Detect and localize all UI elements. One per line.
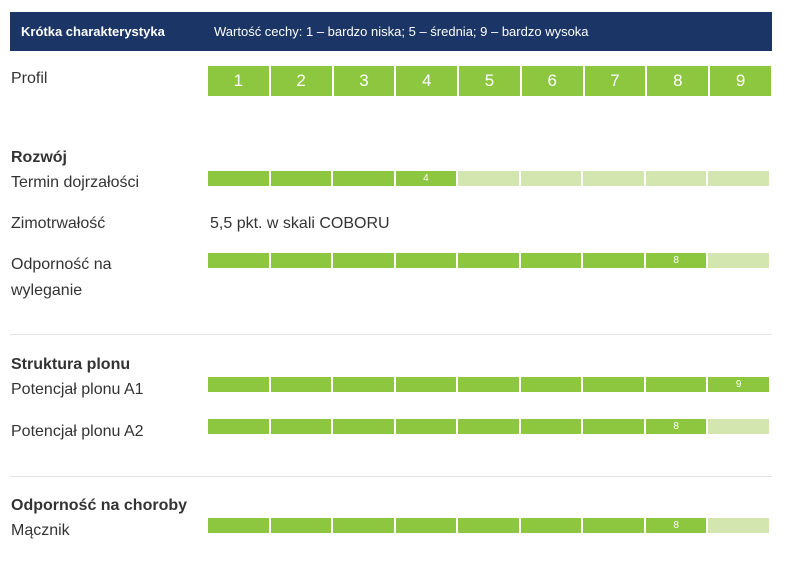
header-bar: Krótka charakterystyka Wartość cechy: 1 … bbox=[10, 12, 772, 51]
bar-segment-filled bbox=[395, 419, 457, 434]
profile-label: Profil bbox=[11, 70, 48, 87]
zimotrwalosc-value: 5,5 pkt. w skali COBORU bbox=[210, 215, 390, 232]
bar-segment-empty bbox=[708, 171, 769, 186]
bar-segment-filled bbox=[208, 171, 269, 186]
bar-segment-filled bbox=[583, 377, 644, 392]
bar-segment-filled bbox=[645, 377, 707, 392]
row-label-a1: Potencjał plonu A1 bbox=[11, 381, 144, 398]
bar-segment-filled bbox=[270, 518, 332, 533]
bar-a2: 8 bbox=[208, 419, 769, 434]
bar-segment-filled bbox=[520, 419, 582, 434]
bar-segment-empty bbox=[645, 171, 707, 186]
row-label-wyleganie-1: Odporność na bbox=[11, 256, 112, 273]
bar-segment-filled bbox=[583, 518, 644, 533]
section-title-choroby: Odporność na choroby bbox=[11, 497, 188, 514]
bar-segment-filled bbox=[520, 253, 582, 268]
profile-cell-4: 4 bbox=[396, 66, 458, 96]
bar-segment-filled bbox=[333, 171, 394, 186]
bar-segment-filled bbox=[208, 377, 269, 392]
bar-wyleganie: 8 bbox=[208, 253, 769, 268]
bar-segment-filled bbox=[395, 377, 457, 392]
bar-segment-filled bbox=[520, 377, 582, 392]
bar-maczniak: 8 bbox=[208, 518, 769, 533]
bar-segment-filled bbox=[270, 171, 332, 186]
bar-segment-empty bbox=[708, 253, 769, 268]
bar-segment-filled bbox=[270, 419, 332, 434]
bar-segment-filled bbox=[520, 518, 582, 533]
bar-value-segment: 8 bbox=[645, 518, 707, 533]
bar-segment-filled bbox=[458, 253, 519, 268]
section-title-rozwoj: Rozwój bbox=[11, 149, 67, 166]
bar-termin: 4 bbox=[208, 171, 769, 186]
bar-segment-filled bbox=[333, 253, 394, 268]
bar-segment-filled bbox=[270, 253, 332, 268]
bar-segment-filled bbox=[208, 253, 269, 268]
bar-segment-filled bbox=[395, 518, 457, 533]
bar-segment-empty bbox=[520, 171, 582, 186]
bar-segment-empty bbox=[458, 171, 519, 186]
bar-segment-filled bbox=[458, 419, 519, 434]
bar-segment-filled bbox=[208, 518, 269, 533]
bar-value-segment: 8 bbox=[645, 253, 707, 268]
bar-value-segment: 8 bbox=[645, 419, 707, 434]
bar-segment-empty bbox=[708, 518, 769, 533]
section-title-struktura: Struktura plonu bbox=[11, 356, 131, 373]
bar-segment-filled bbox=[583, 419, 644, 434]
bar-a1: 9 bbox=[208, 377, 769, 392]
row-label-termin: Termin dojrzałości bbox=[11, 174, 140, 191]
profile-cell-6: 6 bbox=[521, 66, 583, 96]
bar-segment-filled bbox=[333, 518, 394, 533]
bar-segment-filled bbox=[395, 253, 457, 268]
bar-segment-filled bbox=[270, 377, 332, 392]
bar-value-segment: 4 bbox=[395, 171, 457, 186]
profile-cell-9: 9 bbox=[710, 66, 771, 96]
profile-cell-3: 3 bbox=[333, 66, 395, 96]
profile-cell-7: 7 bbox=[584, 66, 646, 96]
row-label-zimotrwalosc: Zimotrwałość bbox=[11, 215, 106, 232]
bar-segment-empty bbox=[708, 419, 769, 434]
profile-cell-5: 5 bbox=[459, 66, 520, 96]
row-label-maczniak: Mącznik bbox=[11, 522, 70, 539]
profile-cell-2: 2 bbox=[270, 66, 332, 96]
divider bbox=[10, 476, 772, 477]
row-label-wyleganie-2: wyleganie bbox=[11, 282, 83, 299]
bar-value-segment: 9 bbox=[708, 377, 769, 392]
profile-cell-1: 1 bbox=[208, 66, 269, 96]
header-title: Krótka charakterystyka bbox=[21, 24, 165, 39]
profile-cell-8: 8 bbox=[647, 66, 709, 96]
header-description: Wartość cechy: 1 – bardzo niska; 5 – śre… bbox=[214, 24, 589, 39]
bar-segment-filled bbox=[208, 419, 269, 434]
bar-segment-filled bbox=[458, 518, 519, 533]
bar-segment-filled bbox=[333, 419, 394, 434]
bar-segment-filled bbox=[458, 377, 519, 392]
bar-segment-filled bbox=[583, 253, 644, 268]
divider bbox=[10, 334, 772, 335]
row-label-a2: Potencjał plonu A2 bbox=[11, 423, 144, 440]
bar-segment-filled bbox=[333, 377, 394, 392]
bar-segment-empty bbox=[583, 171, 644, 186]
